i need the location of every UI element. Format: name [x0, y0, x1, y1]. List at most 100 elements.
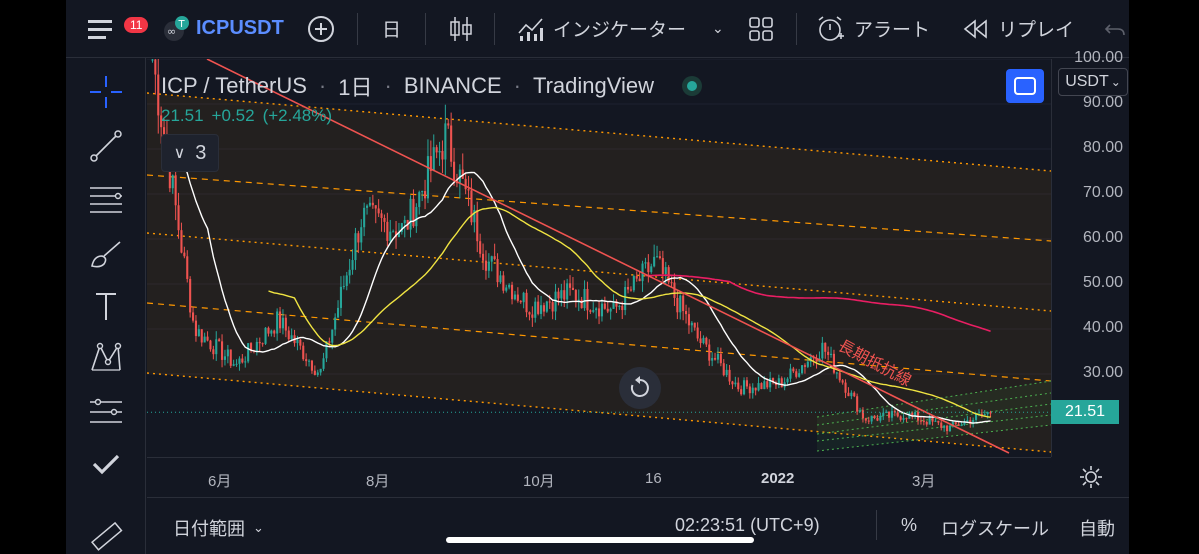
candle-body	[832, 353, 835, 373]
notification-badge: 11	[124, 17, 149, 33]
candle-body	[186, 256, 189, 279]
interval-label: 日	[382, 20, 402, 41]
candle-body	[772, 378, 775, 383]
candle-body	[629, 289, 632, 291]
candle-body	[380, 213, 383, 218]
ruler-tool[interactable]	[86, 514, 126, 554]
candle-body	[714, 358, 717, 360]
candle-body	[441, 150, 444, 160]
indicator-collapse-button[interactable]: ∨ 3	[161, 134, 219, 172]
candle-body	[183, 252, 186, 257]
symbol-selector[interactable]: ∞ T ICPUSDT	[162, 0, 284, 58]
candle-body	[310, 360, 313, 371]
candle-body	[632, 276, 635, 291]
price-axis[interactable]: 100.00 90.00 80.00 70.00 60.00 50.00 40.00 30.0…	[1051, 49, 1129, 457]
candle-body	[528, 312, 531, 315]
candle-body	[279, 311, 282, 329]
candle-body	[914, 412, 917, 416]
log-scale-toggle[interactable]: ログスケール	[941, 519, 1049, 539]
date-range-button[interactable]: 日付範囲 ⌄	[173, 515, 264, 541]
candle-body	[569, 283, 572, 288]
pattern-tool[interactable]	[86, 338, 126, 378]
candle-body	[600, 303, 603, 317]
candle-body	[728, 369, 731, 382]
text-tool[interactable]	[86, 286, 126, 326]
candle-body	[719, 353, 722, 364]
interval-button[interactable]: 日	[382, 0, 401, 58]
candle-body	[902, 418, 905, 420]
candle-body	[464, 178, 467, 190]
candle-body	[482, 253, 485, 261]
candle-body	[885, 411, 888, 413]
candle-body	[687, 314, 690, 326]
divider	[796, 13, 797, 45]
measure-tool[interactable]	[86, 392, 126, 432]
candle-body	[716, 353, 719, 360]
undo-button[interactable]	[1104, 0, 1126, 58]
add-symbol-button[interactable]	[306, 0, 336, 58]
fib-tool[interactable]	[86, 180, 126, 220]
candle-body	[496, 259, 499, 283]
settings-button[interactable]	[1078, 464, 1104, 495]
confirm-tool[interactable]	[86, 444, 126, 484]
candle-body	[513, 294, 516, 300]
candle-body	[656, 256, 659, 258]
grid-layout-icon	[749, 16, 773, 41]
candle-body	[363, 207, 366, 228]
chart-legend-title: ICP / TetherUS · 1日 · BINANCE · TradingV…	[161, 70, 703, 102]
candle-body	[490, 256, 493, 262]
candle-body	[940, 422, 943, 428]
indicators-icon	[518, 17, 543, 41]
auto-scale-toggle[interactable]: 自動	[1079, 519, 1115, 539]
fullscreen-button[interactable]	[1006, 69, 1044, 103]
candle-body	[342, 285, 345, 287]
indicators-button[interactable]: インジケーター ⌄	[517, 0, 724, 58]
trend-line-tool[interactable]	[86, 126, 126, 166]
text-icon	[96, 293, 116, 320]
bottom-toolbar: 日付範囲 ⌄ 02:23:51 (UTC+9) % ログスケール 自動	[147, 497, 1129, 554]
candle-body	[890, 411, 893, 418]
candle-body	[551, 302, 554, 312]
reset-chart-button[interactable]	[619, 367, 661, 409]
candle-body	[206, 336, 209, 341]
candle-body	[290, 335, 293, 340]
candle-body	[876, 418, 879, 421]
crosshair-tool[interactable]	[86, 72, 126, 112]
candle-body	[621, 305, 624, 311]
currency-selector[interactable]: USDT ⌄	[1058, 68, 1128, 96]
candle-body	[241, 358, 244, 363]
candle-body	[296, 339, 299, 344]
candle-body	[395, 231, 398, 238]
candle-body	[754, 387, 757, 391]
candle-body	[711, 358, 714, 361]
alert-button[interactable]: アラート	[816, 0, 930, 58]
chart-type-button[interactable]	[448, 0, 474, 58]
candle-body	[511, 284, 514, 300]
candle-body	[174, 175, 177, 206]
candle-body	[418, 192, 421, 208]
menu-button[interactable]: 11	[84, 12, 149, 48]
brush-tool[interactable]	[86, 234, 126, 274]
candle-body	[682, 295, 685, 312]
replay-button[interactable]: リプレイ	[962, 0, 1074, 58]
candle-body	[760, 383, 763, 390]
time-tick-label: 6月	[208, 473, 232, 490]
candle-body	[986, 412, 989, 415]
gear-icon	[1080, 466, 1102, 488]
alert-label: アラート	[854, 20, 931, 41]
candle-body	[592, 310, 595, 312]
candle-body	[322, 358, 325, 369]
percent-toggle[interactable]: %	[901, 515, 918, 535]
candle-body	[745, 380, 748, 387]
candle-body	[473, 209, 476, 223]
price-chart[interactable]: 長期抵抗線	[147, 59, 1051, 457]
ruler-icon	[91, 521, 123, 551]
candle-body	[676, 297, 679, 313]
candle-body	[334, 317, 337, 330]
time-tick-label: 10月	[523, 473, 555, 490]
candle-body	[177, 205, 180, 231]
time-axis[interactable]: 6月 8月 10月 16 2022 3月	[147, 457, 1051, 497]
candle-body	[284, 317, 287, 331]
layouts-button[interactable]	[748, 0, 774, 58]
candle-body	[577, 299, 580, 301]
